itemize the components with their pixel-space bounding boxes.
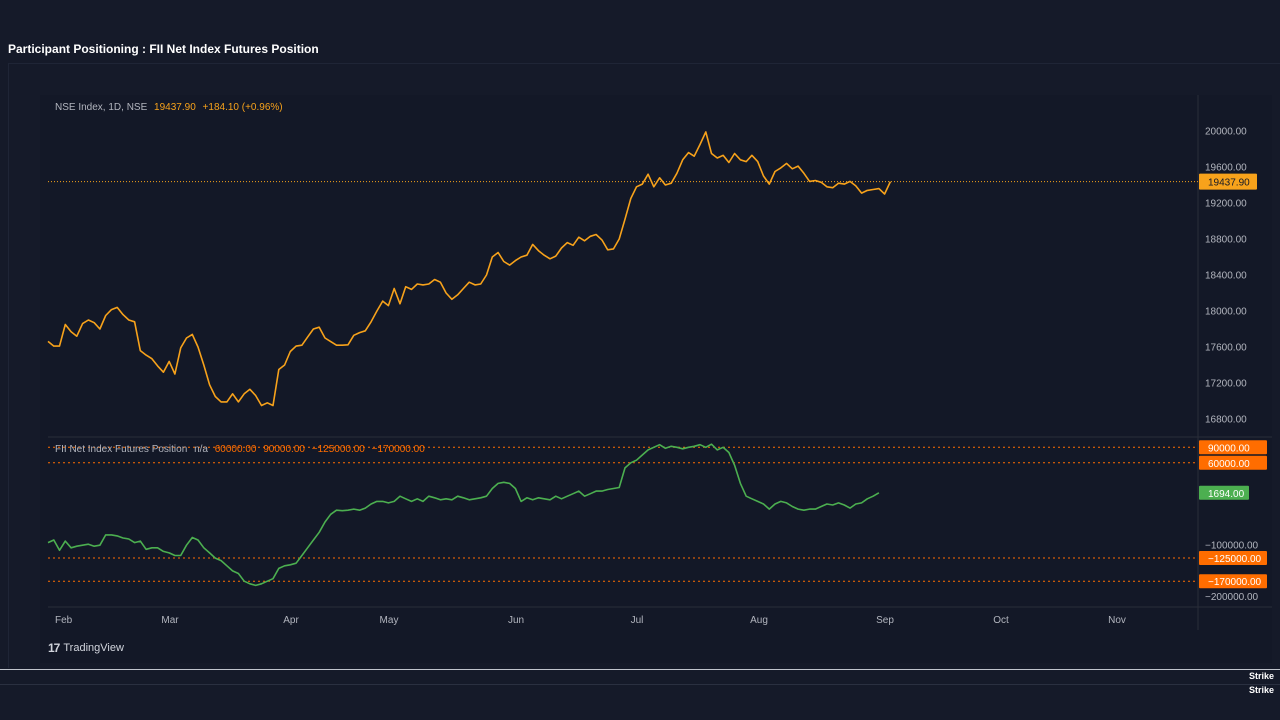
time-axis-tick: Aug	[750, 615, 768, 626]
lower-legend-level-1: 60000.00	[214, 444, 257, 455]
price-axis-tick: 17600.00	[1205, 343, 1247, 354]
fii-level-badge	[1199, 455, 1267, 470]
fii-level-badge	[1199, 551, 1267, 566]
footer-divider-2	[0, 684, 1280, 685]
nse-index-line	[47, 131, 892, 407]
fii-level-label: −125000.00	[1208, 554, 1262, 565]
upper-legend-change: +184.10 (+0.96%)	[202, 102, 283, 113]
time-axis-tick: Jul	[631, 615, 644, 626]
last-price-badge	[1199, 173, 1257, 190]
time-axis-tick: Mar	[161, 615, 179, 626]
footer-brand-1: Strike	[1248, 671, 1274, 681]
time-axis-tick: Jun	[508, 615, 524, 626]
upper-legend[interactable]: NSE Index, 1D, NSE 19437.90 +184.10 (+0.…	[55, 102, 287, 113]
fii-level-label: −170000.00	[1208, 577, 1262, 588]
fii-level-label: 90000.00	[1208, 443, 1250, 454]
price-axis-tick: 16800.00	[1205, 415, 1247, 426]
tradingview-logo-text: TradingView	[63, 642, 124, 654]
fii-level-badge	[1199, 440, 1267, 455]
price-axis-tick: 17200.00	[1205, 379, 1247, 390]
time-axis-tick: Oct	[993, 615, 1009, 626]
chart-frame	[8, 63, 1280, 668]
price-axis-tick: 18000.00	[1205, 307, 1247, 318]
chart-area[interactable]	[40, 95, 1272, 663]
time-axis-tick: Sep	[876, 615, 894, 626]
time-axis-tick: Feb	[55, 615, 73, 626]
tradingview-logo[interactable]: 17 TradingView	[48, 641, 124, 655]
last-price-label: 19437.90	[1208, 178, 1250, 189]
lower-legend-level-4: −170000.00	[371, 444, 425, 455]
price-axis-tick: 18800.00	[1205, 235, 1247, 246]
fii-position-line	[47, 443, 880, 587]
time-axis-tick: Nov	[1108, 615, 1126, 626]
price-axis-tick: 20000.00	[1205, 127, 1247, 138]
price-axis-tick: 19600.00	[1205, 163, 1247, 174]
fii-level-label: 60000.00	[1208, 459, 1250, 470]
fii-last-label: 1694.00	[1208, 489, 1245, 500]
lower-legend-name: FII Net Index Futures Position	[55, 444, 188, 455]
fii-level-badge	[1199, 574, 1267, 589]
lower-legend[interactable]: FII Net Index Futures Position n/a 60000…	[55, 444, 429, 455]
page-title: Participant Positioning : FII Net Index …	[8, 42, 319, 56]
tradingview-logo-icon: 17	[48, 641, 60, 655]
price-axis-tick: 19200.00	[1205, 199, 1247, 210]
footer-brand-2: Strike	[1248, 685, 1274, 695]
fii-axis-tick: −200000.00	[1205, 592, 1259, 603]
time-axis-tick: May	[380, 615, 399, 626]
upper-legend-symbol: NSE Index, 1D, NSE	[55, 102, 148, 113]
lower-legend-level-3: −125000.00	[311, 444, 365, 455]
lower-legend-level-2: 90000.00	[263, 444, 305, 455]
time-axis-tick: Apr	[283, 615, 299, 626]
price-axis-tick: 18400.00	[1205, 271, 1247, 282]
lower-legend-current: n/a	[194, 444, 208, 455]
fii-last-badge	[1199, 485, 1249, 500]
fii-axis-tick: −100000.00	[1205, 541, 1259, 552]
footer-divider	[0, 669, 1280, 670]
upper-legend-last: 19437.90	[154, 102, 196, 113]
